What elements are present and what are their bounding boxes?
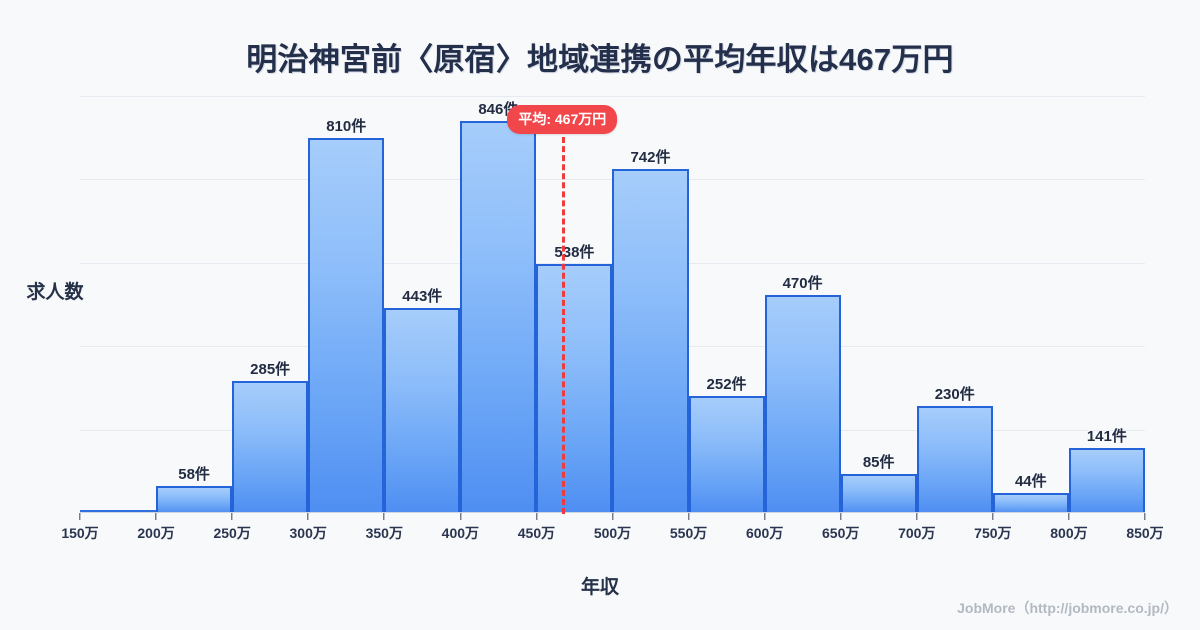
bar-value-label: 85件 <box>862 453 895 471</box>
tick-mark <box>611 513 613 520</box>
x-axis-tick: 200万 <box>137 513 175 543</box>
x-axis-tick: 850万 <box>1126 513 1164 543</box>
y-axis-title: 求人数 <box>26 282 84 303</box>
bar-value-label: 230件 <box>934 386 975 404</box>
x-axis-tick: 500万 <box>594 513 631 543</box>
average-badge: 平均: 467万円 <box>507 105 618 134</box>
tick-mark <box>535 513 537 520</box>
bar-slot: 846件 <box>460 96 537 513</box>
x-axis-tick-label: 850万 <box>1126 525 1164 541</box>
x-axis-tick-label: 450万 <box>517 525 556 541</box>
bar-slot: 58件 <box>156 96 233 513</box>
bar-value-label: 810件 <box>326 117 367 135</box>
bar[interactable]: 230件 <box>916 386 993 513</box>
x-axis-tick-label: 800万 <box>1050 525 1088 541</box>
bar-slot: 252件 <box>688 96 765 513</box>
x-axis-tick-label: 550万 <box>669 525 708 541</box>
bar[interactable]: 285件 <box>232 361 309 513</box>
tick-mark <box>79 513 81 520</box>
x-axis-title: 年収 <box>580 577 619 598</box>
x-axis-tick-label: 350万 <box>365 525 403 541</box>
bar-slot: 470件 <box>764 96 841 513</box>
x-axis-tick: 450万 <box>518 513 555 543</box>
x-axis-tick-label: 650万 <box>822 525 860 541</box>
x-axis-tick: 550万 <box>670 513 707 543</box>
bar[interactable] <box>80 510 157 513</box>
x-axis-tick-label: 250万 <box>213 525 251 541</box>
bar[interactable]: 44件 <box>992 473 1069 513</box>
x-axis-tick: 800万 <box>1050 513 1088 543</box>
x-axis-tick: 150万 <box>61 513 99 543</box>
tick-mark <box>307 513 309 520</box>
tick-mark <box>916 513 918 520</box>
bar-slot: 285件 <box>232 96 309 513</box>
tick-mark <box>231 513 233 520</box>
bar[interactable]: 58件 <box>156 466 233 513</box>
bar[interactable]: 443件 <box>384 288 461 513</box>
bar-value-label: 538件 <box>554 243 595 261</box>
bar[interactable]: 810件 <box>308 118 385 513</box>
bar-slot: 44件 <box>992 96 1069 513</box>
tick-mark <box>688 513 690 520</box>
tick-mark <box>992 513 994 520</box>
bar-value-label: 443件 <box>402 287 443 305</box>
bar[interactable]: 742件 <box>612 149 689 513</box>
tick-mark <box>840 513 842 520</box>
bar-value-label: 252件 <box>706 376 747 394</box>
x-axis-tick: 350万 <box>366 513 403 543</box>
bar-slot: 443件 <box>384 96 461 513</box>
bar-value-label: 141件 <box>1086 427 1127 445</box>
bar-value-label: 470件 <box>782 275 823 293</box>
bar-value-label: 44件 <box>1014 472 1047 490</box>
x-axis-tick-label: 600万 <box>745 525 784 541</box>
x-axis-tick-label: 700万 <box>898 525 936 541</box>
bar-slot: 85件 <box>840 96 917 513</box>
average-line <box>562 128 566 514</box>
x-axis-tick-label: 500万 <box>593 525 632 541</box>
page-title: 明治神宮前〈原宿〉地域連携の平均年収は467万円 <box>246 42 954 77</box>
bar[interactable]: 846件 <box>460 101 537 513</box>
x-axis-tick-label: 400万 <box>441 525 480 541</box>
x-axis-tick-label: 300万 <box>289 525 327 541</box>
x-axis-tick: 750万 <box>974 513 1012 543</box>
x-axis-tick: 300万 <box>290 513 327 543</box>
bar-slot <box>80 96 157 513</box>
bar[interactable]: 538件 <box>536 244 613 513</box>
bar-slot: 742件 <box>612 96 689 513</box>
x-axis-tick: 600万 <box>746 513 783 543</box>
tick-mark <box>459 513 461 520</box>
footer-credit: JobMore（http://jobmore.co.jp/） <box>957 600 1178 616</box>
bar-slot: 810件 <box>308 96 385 513</box>
x-axis-tick: 700万 <box>898 513 935 543</box>
bar-series: 58件 285件 810件 443件 846件 538件 742件 252件 470件 85件 23… <box>80 96 1145 513</box>
bar[interactable]: 470件 <box>764 275 841 513</box>
x-axis-ticks: 150万 200万 250万 300万 350万 400万 450万 500万 550万 600万… <box>61 513 1164 547</box>
bar-value-label: 742件 <box>630 149 671 167</box>
bar[interactable]: 141件 <box>1068 428 1145 513</box>
plot-area: 58件 285件 810件 443件 846件 538件 742件 252件 470件 85件 23… <box>80 96 1145 513</box>
bar[interactable]: 252件 <box>688 376 765 513</box>
x-axis-tick-label: 150万 <box>61 525 99 541</box>
tick-mark <box>1144 513 1146 520</box>
tick-mark <box>764 513 766 520</box>
bar-value-label: 285件 <box>250 360 291 378</box>
bar-slot: 230件 <box>916 96 993 513</box>
bar-value-label: 58件 <box>178 466 210 484</box>
tick-mark <box>383 513 385 520</box>
x-axis-tick-label: 200万 <box>137 525 175 541</box>
tick-mark <box>1068 513 1070 520</box>
bar-slot: 141件 <box>1068 96 1145 513</box>
bar[interactable]: 85件 <box>840 454 917 513</box>
axis-baseline <box>80 512 1145 513</box>
bar-slot: 538件 <box>536 96 613 513</box>
x-axis-tick: 400万 <box>442 513 479 543</box>
x-axis-tick: 650万 <box>822 513 859 543</box>
x-axis-tick-label: 750万 <box>974 525 1012 541</box>
x-axis-tick: 250万 <box>213 513 251 543</box>
tick-mark <box>155 513 157 520</box>
